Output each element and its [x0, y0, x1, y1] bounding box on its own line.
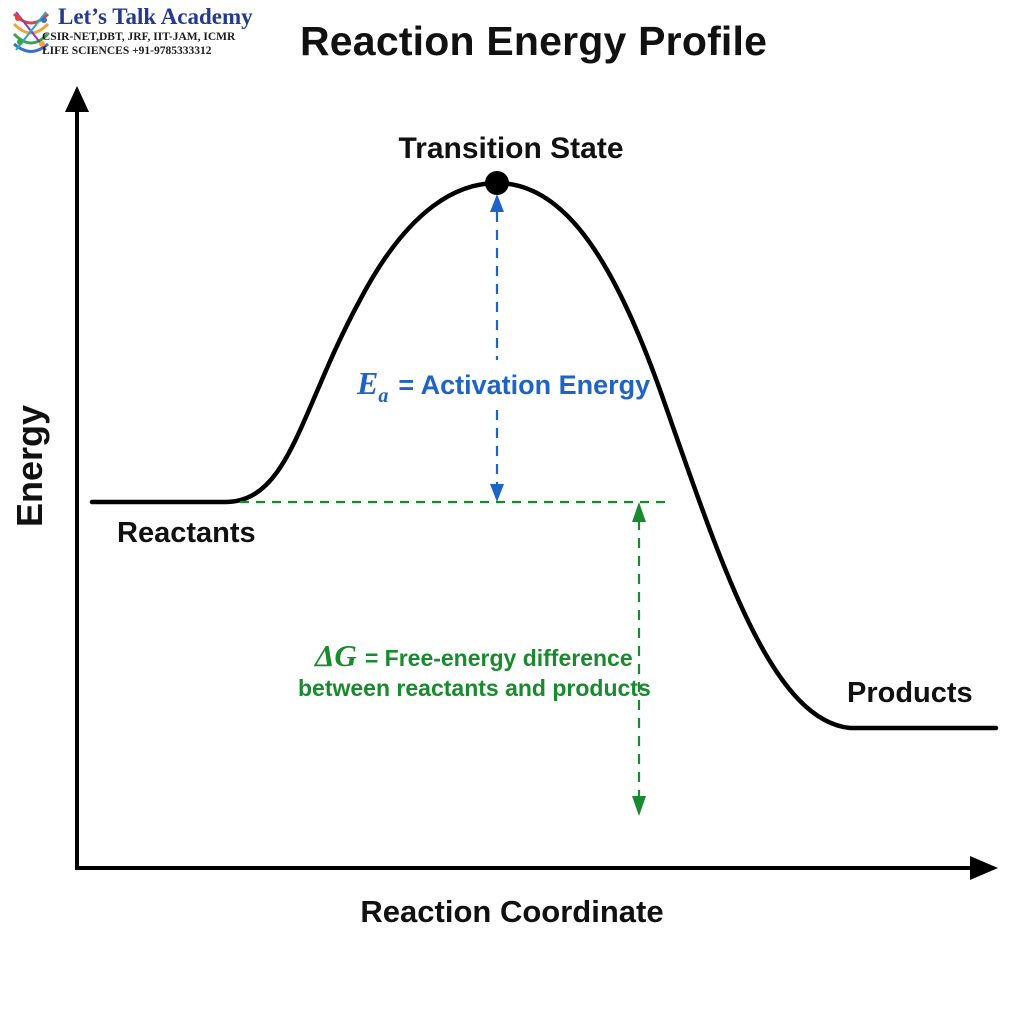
y-axis-label: Energy	[9, 405, 50, 527]
activation-arrow-down-icon	[490, 484, 504, 502]
activation-subscript: a	[378, 385, 388, 407]
free-energy-text-1: = Free-energy difference	[365, 645, 633, 671]
free-energy-annotation-line2: between reactants and products	[298, 675, 651, 701]
free-energy-arrow-up-icon	[632, 502, 646, 522]
logo-subtitle-exams: CSIR-NET,DBT, JRF, IIT-JAM, ICMR	[42, 31, 236, 43]
free-energy-annotation-line1: ΔG = Free-energy difference	[313, 638, 633, 673]
activation-arrow-up-icon	[490, 194, 504, 212]
activation-label-bg	[352, 360, 642, 406]
dna-logo-icon	[12, 11, 50, 53]
free-energy-arrow-down-icon	[632, 796, 646, 816]
activation-symbol: E	[356, 365, 378, 401]
x-axis-arrow-icon	[970, 856, 998, 880]
activation-text: = Activation Energy	[398, 370, 650, 400]
y-axis-arrow-icon	[65, 86, 89, 112]
reactants-label: Reactants	[117, 517, 256, 549]
page-title: Reaction Energy Profile	[300, 18, 768, 64]
free-energy-label-bg	[296, 636, 630, 706]
logo-subtitle-contact: LIFE SCIENCES +91-9785333312	[42, 45, 212, 57]
transition-state-label: Transition State	[398, 132, 623, 165]
activation-energy-annotation: Ea = Activation Energy	[356, 365, 650, 407]
free-energy-symbol: ΔG	[313, 638, 357, 673]
academy-logo: Let’s Talk Academy CSIR-NET,DBT, JRF, II…	[6, 4, 274, 60]
products-label: Products	[847, 677, 973, 709]
energy-curve	[89, 180, 999, 731]
logo-title: Let’s Talk Academy	[58, 4, 253, 29]
transition-state-point	[485, 171, 509, 195]
x-axis-label: Reaction Coordinate	[360, 894, 663, 929]
